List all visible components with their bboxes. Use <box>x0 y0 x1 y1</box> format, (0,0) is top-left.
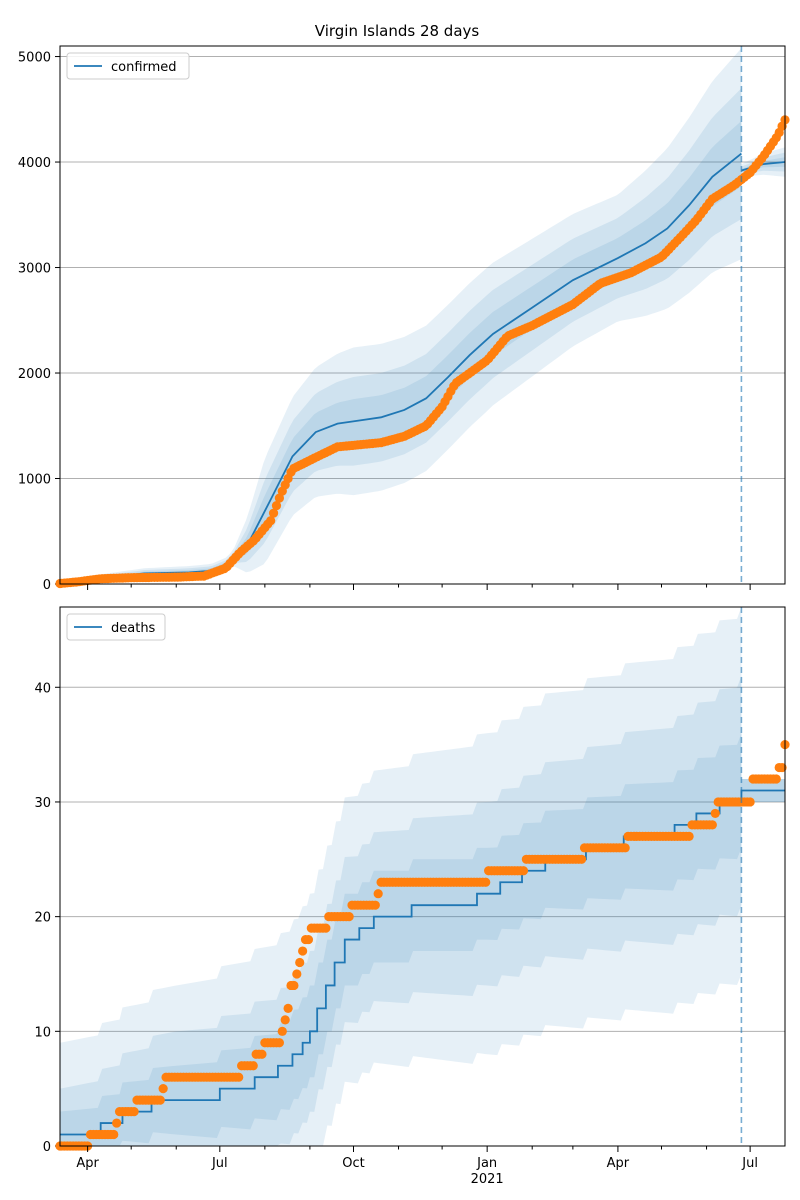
observed-point <box>684 831 694 841</box>
observed-point <box>370 900 380 910</box>
uncertainty-band <box>60 675 742 1146</box>
y-tick-label: 0 <box>43 578 51 593</box>
observed-point <box>274 493 284 503</box>
observed-point <box>518 866 529 876</box>
x-tick-label: Apr <box>76 1156 99 1171</box>
observed-point <box>298 946 308 956</box>
observed-point <box>248 1061 258 1071</box>
legend-label: deaths <box>111 621 156 636</box>
uncertainty-band <box>60 88 742 584</box>
y-tick-label: 4000 <box>18 156 51 171</box>
observed-point <box>129 1106 139 1117</box>
y-tick-label: 3000 <box>18 262 51 277</box>
legend-box <box>66 52 190 80</box>
y-tick-label: 10 <box>34 1025 51 1040</box>
chart-title: Virgin Islands 28 days <box>315 22 480 40</box>
y-tick-label: 20 <box>34 911 51 926</box>
uncertainty-band <box>60 733 742 1146</box>
observed-point <box>373 889 383 899</box>
x-tick-sublabel: 2021 <box>471 1172 504 1187</box>
observed-point <box>289 980 299 991</box>
confirmed-panel: Virgin Islands 28 days 0 1000 2000 3000 4000… <box>18 22 790 593</box>
observed-point <box>620 843 630 853</box>
y-tick-label: 2000 <box>18 367 51 382</box>
plot-frame <box>59 606 786 1147</box>
plot-frame <box>59 45 786 585</box>
observed-point <box>266 516 276 526</box>
observed-point <box>268 508 279 518</box>
observed-point <box>576 854 587 864</box>
uncertainty-band <box>60 607 742 1146</box>
observed-point <box>771 774 781 784</box>
y-tick-label: 40 <box>34 681 51 696</box>
observed-point <box>745 797 755 807</box>
x-tick-label: Apr <box>607 1156 630 1171</box>
legend-box <box>66 613 166 641</box>
observed-point <box>158 1084 168 1094</box>
observed-point <box>707 820 717 830</box>
observed-point <box>481 877 491 887</box>
legend: deaths <box>66 613 166 641</box>
observed-point <box>292 969 302 979</box>
observed-point <box>295 957 305 968</box>
observed-point <box>283 1003 293 1013</box>
x-tick-label: Jul <box>211 1156 228 1171</box>
legend: confirmed <box>66 52 190 80</box>
legend-label: confirmed <box>111 60 177 75</box>
observed-point <box>344 912 354 922</box>
observed-point <box>112 1118 122 1128</box>
x-tick-label: Oct <box>342 1156 364 1171</box>
observed-point <box>234 1072 244 1082</box>
y-tick-label: 30 <box>34 796 51 811</box>
observed-point <box>274 1038 284 1048</box>
observed-point <box>321 923 331 933</box>
observed-point <box>109 1129 119 1140</box>
observed-point <box>257 1049 267 1059</box>
observed-point <box>777 762 787 773</box>
y-tick-label: 0 <box>43 1140 51 1155</box>
observed-point <box>303 934 314 945</box>
x-tick-label: Jan <box>476 1156 497 1171</box>
observed-point <box>710 808 720 819</box>
observed-point <box>155 1095 165 1105</box>
observed-point <box>280 1015 290 1025</box>
y-tick-label: 5000 <box>18 51 51 66</box>
y-tick-label: 1000 <box>18 473 51 488</box>
uncertainty-band <box>60 48 742 584</box>
observed-point <box>271 501 282 511</box>
x-tick-label: Jul <box>741 1156 758 1171</box>
observed-point <box>277 1026 287 1036</box>
